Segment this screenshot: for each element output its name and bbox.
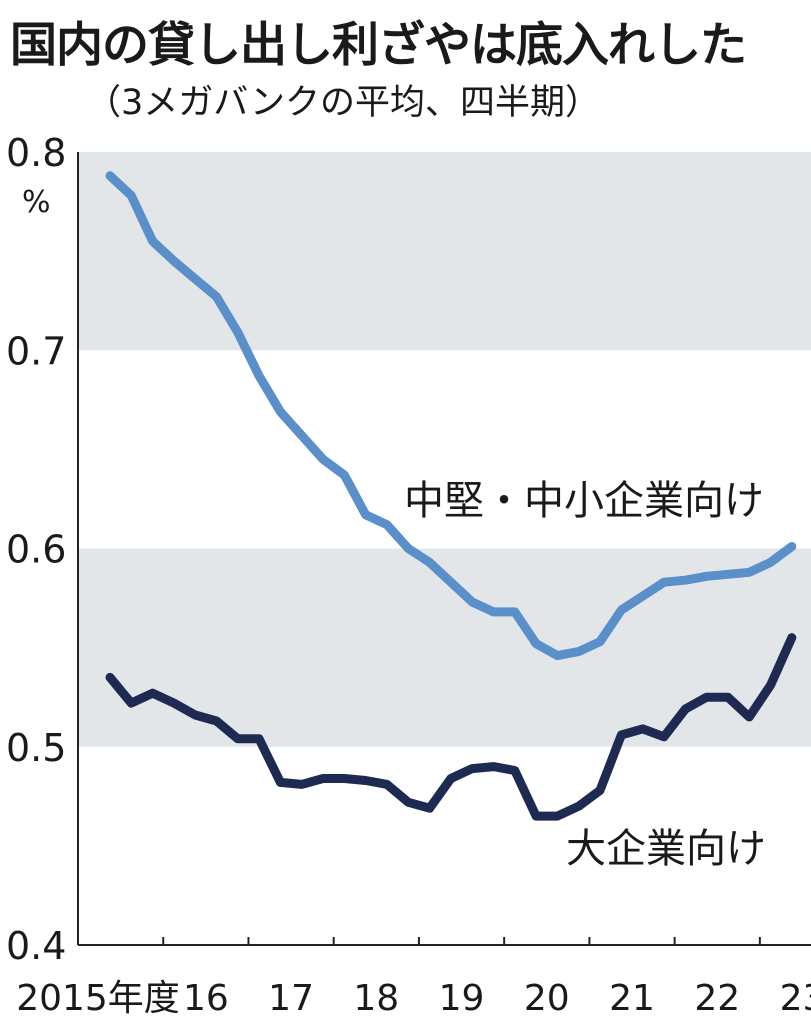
x-tick-label: 20 — [524, 978, 570, 1019]
x-tick-label: 23 — [780, 978, 811, 1019]
x-tick-label: 17 — [268, 978, 314, 1019]
x-tick-label: 19 — [439, 978, 485, 1019]
y-unit-label: % — [22, 185, 51, 220]
x-tick-label: 21 — [609, 978, 655, 1019]
series-label-0: 中堅・中小企業向け — [404, 478, 764, 524]
x-tick-label: 22 — [694, 978, 740, 1019]
chart-subtitle: （3メガバンクの平均、四半期） — [86, 83, 601, 123]
x-tick-label: 16 — [183, 978, 229, 1019]
chart-title: 国内の貸し出し利ざやは底入れした — [10, 18, 747, 73]
series-label-1: 大企業向け — [566, 826, 766, 872]
y-tick-label: 0.6 — [6, 528, 66, 572]
y-tick-label: 0.7 — [6, 329, 66, 373]
x-tick-label: 2015年度 — [16, 978, 180, 1019]
series-line-1 — [105, 633, 797, 821]
y-tick-label: 0.4 — [6, 924, 66, 968]
grid-band-1 — [78, 152, 811, 351]
y-tick-label: 0.5 — [6, 726, 66, 770]
x-tick-label: 18 — [353, 978, 399, 1019]
series-line-0 — [105, 171, 797, 661]
y-tick-label: 0.8 — [6, 131, 66, 175]
